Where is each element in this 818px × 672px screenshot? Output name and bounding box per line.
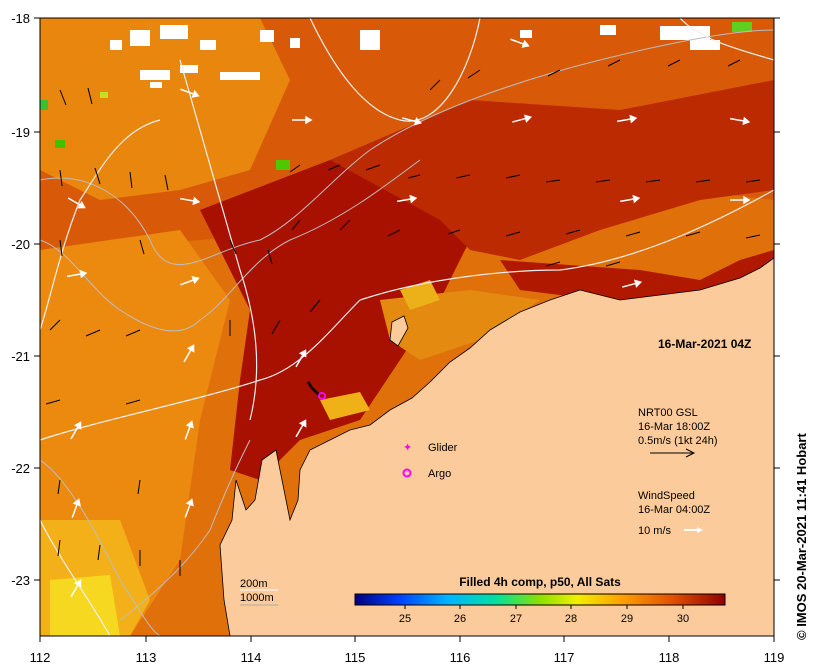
lat-label: -18: [11, 11, 30, 26]
plot-frame: [39, 17, 775, 637]
current-vectors: [45, 59, 761, 576]
land-mass: [219, 257, 774, 636]
lon-label: 116: [450, 650, 471, 665]
wind-legend-title: WindSpeed: [638, 490, 695, 502]
current-legend: NRT00 GSL 16-Mar 18:00Z 0.5m/s (1kt 24h): [638, 407, 717, 458]
lon-label: 119: [764, 650, 785, 665]
lat-label: -23: [11, 573, 30, 588]
isobath-legend: 200m 1000m: [240, 578, 278, 606]
wind-legend: WindSpeed 16-Mar 04:00Z 10 m/s: [638, 490, 710, 537]
lon-labels: 112 113 114 115 116 117 118 119: [30, 650, 785, 665]
isobath-1000-label: 1000m: [240, 592, 274, 604]
sst-field: [40, 18, 774, 636]
current-legend-time: 16-Mar 18:00Z: [638, 421, 710, 433]
geostrophic-contours: [40, 18, 774, 636]
lon-label: 112: [30, 650, 51, 665]
cloud-mask: [110, 25, 720, 88]
lat-label: -20: [11, 237, 30, 252]
lon-label: 118: [659, 650, 680, 665]
colorbar-tick: 28: [565, 613, 577, 625]
isobaths: [40, 29, 774, 636]
wind-vectors: [66, 38, 751, 598]
wind-legend-scale: 10 m/s: [638, 525, 672, 537]
current-scale-arrowhead-icon: [685, 448, 696, 458]
colorbar-tick: 29: [621, 613, 633, 625]
argo-marker-icon: [402, 468, 412, 478]
imos-credit: © IMOS 20-Mar-2021 11:41 Hobart: [794, 433, 809, 640]
argo-float: [318, 392, 326, 400]
map-timestamp: 16-Mar-2021 04Z: [658, 337, 751, 351]
lon-label: 115: [345, 650, 366, 665]
axis-ticks: [34, 17, 780, 642]
lon-label: 113: [136, 650, 157, 665]
lon-label: 114: [241, 650, 262, 665]
colorbar-title: Filled 4h comp, p50, All Sats: [459, 575, 621, 589]
lat-label: -19: [11, 125, 30, 140]
lat-label: -22: [11, 461, 30, 476]
glider-legend-label: Glider: [428, 442, 458, 454]
argo-legend-label: Argo: [428, 468, 451, 480]
lat-label: -21: [11, 349, 30, 364]
wind-scale-arrowhead-icon: [697, 527, 703, 533]
lat-labels: -18 -19 -20 -21 -22 -23: [11, 11, 30, 588]
marker-legend: ✦ Glider Argo: [402, 442, 458, 480]
colorbar-tick: 27: [510, 613, 522, 625]
current-legend-title: NRT00 GSL: [638, 407, 698, 419]
colorbar-gradient: [354, 593, 726, 606]
glider-track: [306, 381, 321, 397]
colorbar-tick: 30: [677, 613, 689, 625]
colorbar-tick: 26: [454, 613, 466, 625]
isobath-200-label: 200m: [240, 578, 268, 590]
lon-label: 117: [554, 650, 575, 665]
colorbar: Filled 4h comp, p50, All Sats 25 26 27 2…: [354, 575, 726, 625]
current-legend-scale: 0.5m/s (1kt 24h): [638, 435, 717, 447]
glider-marker-icon: ✦: [403, 442, 412, 454]
wind-legend-time: 16-Mar 04:00Z: [638, 504, 710, 516]
colorbar-tick: 25: [399, 613, 411, 625]
